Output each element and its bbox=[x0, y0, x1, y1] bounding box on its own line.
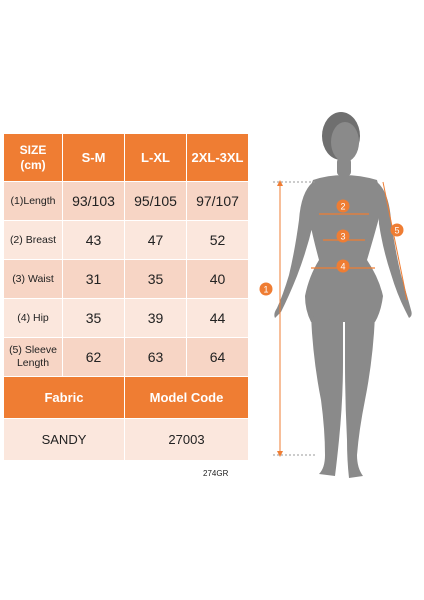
body-silhouette bbox=[274, 112, 412, 478]
cell-value: 93/103 bbox=[62, 181, 125, 221]
svg-text:4: 4 bbox=[340, 262, 345, 272]
marker-1: 1 bbox=[259, 282, 273, 296]
row-label: (2) Breast bbox=[3, 220, 63, 260]
row-label: (5) Sleeve Length bbox=[3, 337, 63, 377]
row-label: (4) Hip bbox=[3, 298, 63, 338]
cell-value: 40 bbox=[186, 259, 249, 299]
fabric-value: SANDY bbox=[3, 418, 125, 461]
size-header-l-xl: L-XL bbox=[124, 133, 187, 182]
row-label: (1)Length bbox=[3, 181, 63, 221]
size-chart-table: SIZE (cm) S-M L-XL 2XL-3XL (1)Length 93/… bbox=[3, 133, 249, 461]
svg-text:5: 5 bbox=[394, 226, 399, 236]
sleeve-guide bbox=[382, 181, 408, 301]
cell-value: 39 bbox=[124, 298, 187, 338]
model-code-value: 27003 bbox=[124, 418, 249, 461]
fabric-header: Fabric bbox=[3, 376, 125, 419]
cell-value: 97/107 bbox=[186, 181, 249, 221]
cell-value: 64 bbox=[186, 337, 249, 377]
length-guide bbox=[273, 180, 317, 457]
model-code-header: Model Code bbox=[124, 376, 249, 419]
table-row-sleeve-length: (5) Sleeve Length 62 63 64 bbox=[3, 337, 249, 377]
size-header-s-m: S-M bbox=[62, 133, 125, 182]
cell-value: 63 bbox=[124, 337, 187, 377]
fabric-value-row: SANDY 27003 bbox=[3, 418, 249, 461]
cell-value: 47 bbox=[124, 220, 187, 260]
svg-text:1: 1 bbox=[263, 285, 268, 295]
marker-3: 3 bbox=[336, 229, 350, 243]
cell-value: 31 bbox=[62, 259, 125, 299]
marker-5: 5 bbox=[390, 223, 404, 237]
table-row-length: (1)Length 93/103 95/105 97/107 bbox=[3, 181, 249, 221]
cell-value: 43 bbox=[62, 220, 125, 260]
cell-value: 62 bbox=[62, 337, 125, 377]
body-measurement-figure: 1 2 3 4 5 bbox=[259, 112, 412, 478]
table-row-hip: (4) Hip 35 39 44 bbox=[3, 298, 249, 338]
svg-text:3: 3 bbox=[340, 232, 345, 242]
svg-text:2: 2 bbox=[340, 202, 345, 212]
cell-value: 35 bbox=[124, 259, 187, 299]
size-header-row: SIZE (cm) S-M L-XL 2XL-3XL bbox=[3, 133, 249, 182]
table-row-breast: (2) Breast 43 47 52 bbox=[3, 220, 249, 260]
marker-4: 4 bbox=[336, 259, 350, 273]
cell-value: 35 bbox=[62, 298, 125, 338]
cell-value: 44 bbox=[186, 298, 249, 338]
marker-2: 2 bbox=[336, 199, 350, 213]
row-label: (3) Waist bbox=[3, 259, 63, 299]
table-row-waist: (3) Waist 31 35 40 bbox=[3, 259, 249, 299]
cell-value: 52 bbox=[186, 220, 249, 260]
size-header-label: SIZE (cm) bbox=[3, 133, 63, 182]
product-code: 274GR bbox=[203, 469, 229, 478]
size-header-2xl-3xl: 2XL-3XL bbox=[186, 133, 249, 182]
fabric-header-row: Fabric Model Code bbox=[3, 376, 249, 419]
cell-value: 95/105 bbox=[124, 181, 187, 221]
